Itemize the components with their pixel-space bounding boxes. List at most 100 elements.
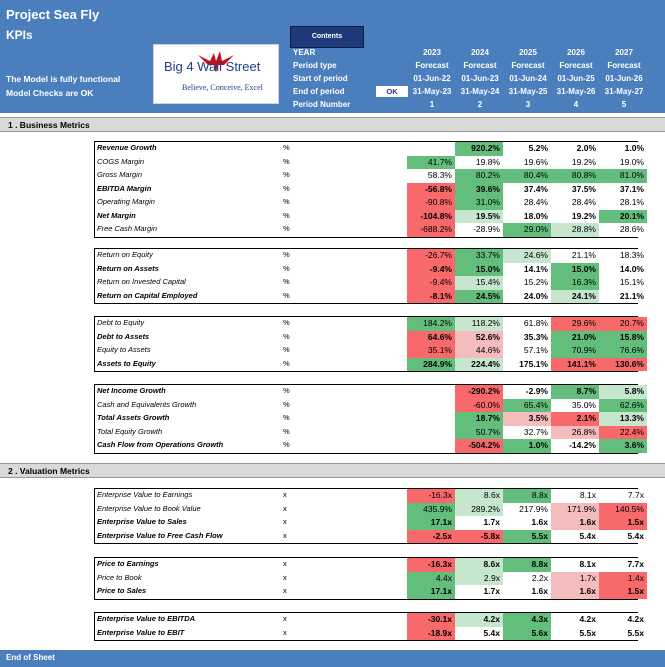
table-row[interactable]: Enterprise Value to EBIT x -18.9x 5.4x 5.6x 5… [95,626,647,640]
table-row[interactable]: Total Equity Growth% 50.7% 32.7% 26.8% 22.4% [95,425,647,439]
metric-cell[interactable]: -16.3x [407,558,455,572]
metric-cell[interactable]: 2.0% [551,142,599,156]
metric-cell[interactable]: 15.0% [551,262,599,276]
metric-cell[interactable]: 57.1% [503,344,551,358]
metric-cell[interactable]: -688.2% [407,223,455,237]
metric-cell[interactable]: 8.7% [551,385,599,399]
table-row[interactable]: Return on Assets% -9.4% 15.0% 14.1% 15.0% 14.… [95,262,647,276]
metric-cell[interactable]: 28.4% [503,196,551,210]
metric-cell[interactable]: 15.1% [599,276,647,290]
metric-cell[interactable] [407,142,455,156]
metric-cell[interactable]: 7.7x [599,489,647,503]
metric-cell[interactable]: 37.4% [503,182,551,196]
metric-cell[interactable]: -60.0% [455,398,503,412]
metric-cell[interactable]: 3.5% [503,412,551,426]
metric-cell[interactable]: 26.8% [551,425,599,439]
metric-cell[interactable]: 171.9% [551,502,599,516]
metric-cell[interactable]: 19.2% [551,209,599,223]
metric-cell[interactable]: 65.4% [503,398,551,412]
metric-cell[interactable]: -2.9% [503,385,551,399]
metric-cell[interactable]: 80.4% [503,169,551,183]
metric-cell[interactable]: -8.1% [407,289,455,303]
metric-cell[interactable]: 217.9% [503,502,551,516]
metric-cell[interactable]: 1.7x [551,571,599,585]
metric-cell[interactable]: 289.2% [455,502,503,516]
metric-cell[interactable]: 2.9x [455,571,503,585]
metric-cell[interactable]: 15.0% [455,262,503,276]
metric-cell[interactable]: 21.1% [551,249,599,263]
metric-cell[interactable]: 5.6x [503,626,551,640]
table-row[interactable]: Enterprise Value to Book Value x 435.9% 289… [95,502,647,516]
metric-cell[interactable]: 64.6% [407,330,455,344]
metric-cell[interactable]: 1.6x [503,516,551,530]
metric-cell[interactable]: 284.9% [407,357,455,371]
table-row[interactable]: Enterprise Value to EBITDA x -30.1x 4.2x 4.3… [95,613,647,627]
metric-cell[interactable]: -56.8% [407,182,455,196]
metric-cell[interactable]: 81.0% [599,169,647,183]
metric-cell[interactable]: 18.0% [503,209,551,223]
metric-cell[interactable]: -104.8% [407,209,455,223]
metric-cell[interactable]: 17.1x [407,585,455,599]
metric-cell[interactable]: 20.1% [599,209,647,223]
table-row[interactable]: Revenue Growth% 920.2% 5.2% 2.0% 1.0% [95,142,647,156]
metric-cell[interactable]: 118.2% [455,317,503,331]
metric-cell[interactable]: -9.4% [407,262,455,276]
metric-cell[interactable]: 24.0% [503,289,551,303]
table-row[interactable]: Price to Book x 4.4x 2.9x 2.2x 1.7x 1.4x [95,571,647,585]
metric-cell[interactable]: 52.6% [455,330,503,344]
metric-cell[interactable]: -9.4% [407,276,455,290]
metric-cell[interactable]: 17.1x [407,516,455,530]
metric-cell[interactable]: 2.2x [503,571,551,585]
metric-cell[interactable]: 920.2% [455,142,503,156]
metric-cell[interactable]: 130.6% [599,357,647,371]
metric-cell[interactable]: 4.3x [503,613,551,627]
metric-cell[interactable]: 2.1% [551,412,599,426]
table-row[interactable]: Assets to Equity% 284.9% 224.4% 175.1% 141.1… [95,357,647,371]
metric-cell[interactable]: 35.3% [503,330,551,344]
metric-cell[interactable]: 80.2% [455,169,503,183]
metric-cell[interactable]: 32.7% [503,425,551,439]
table-row[interactable]: Enterprise Value to Earnings x -16.3x 8.6x 8… [95,489,647,503]
metric-cell[interactable]: 41.7% [407,155,455,169]
metric-cell[interactable]: 15.4% [455,276,503,290]
metric-cell[interactable]: 5.4x [599,529,647,543]
table-row[interactable]: Price to Earnings x -16.3x 8.6x 8.8x 8.1x 7.7x [95,558,647,572]
metric-cell[interactable]: 15.8% [599,330,647,344]
table-row[interactable]: Gross Margin% 58.3% 80.2% 80.4% 80.8% 81.0% [95,169,647,183]
metric-cell[interactable]: 1.7x [455,585,503,599]
metric-cell[interactable]: 19.0% [599,155,647,169]
metric-cell[interactable] [407,398,455,412]
section-header[interactable]: 1 . Business Metrics [0,117,665,132]
table-row[interactable]: EBITDA Margin% -56.8% 39.6% 37.4% 37.5% 37.1% [95,182,647,196]
table-row[interactable]: Return on Equity% -26.7% 33.7% 24.6% 21.1% 18… [95,249,647,263]
metric-cell[interactable]: 24.5% [455,289,503,303]
metric-cell[interactable]: 8.1x [551,489,599,503]
metric-cell[interactable]: 70.9% [551,344,599,358]
metric-cell[interactable]: 141.1% [551,357,599,371]
metric-cell[interactable]: 21.0% [551,330,599,344]
metric-cell[interactable]: 4.4x [407,571,455,585]
metric-cell[interactable]: 4.2x [599,613,647,627]
metric-cell[interactable]: 19.2% [551,155,599,169]
metric-cell[interactable]: -30.1x [407,613,455,627]
metric-cell[interactable]: 44.6% [455,344,503,358]
metric-cell[interactable]: 1.4x [599,571,647,585]
metric-cell[interactable]: 29.6% [551,317,599,331]
metric-cell[interactable]: 8.6x [455,489,503,503]
metric-cell[interactable]: 140.5% [599,502,647,516]
metric-cell[interactable]: 5.4x [455,626,503,640]
metric-cell[interactable]: 24.6% [503,249,551,263]
metric-cell[interactable]: -28.9% [455,223,503,237]
metric-cell[interactable]: 5.4x [551,529,599,543]
metric-cell[interactable] [407,439,455,453]
metric-cell[interactable]: 19.6% [503,155,551,169]
table-row[interactable]: Return on Invested Capital% -9.4% 15.4% 15.… [95,276,647,290]
metric-cell[interactable] [407,425,455,439]
table-row[interactable]: Cash and Equivalents Growth% -60.0% 65.4% 3… [95,398,647,412]
metric-cell[interactable]: -18.9x [407,626,455,640]
metric-cell[interactable]: -5.8x [455,529,503,543]
table-row[interactable]: Free Cash Margin% -688.2% -28.9% 29.0% 28.8%… [95,223,647,237]
metric-cell[interactable] [407,412,455,426]
metric-cell[interactable]: 19.5% [455,209,503,223]
metric-cell[interactable]: -2.5x [407,529,455,543]
